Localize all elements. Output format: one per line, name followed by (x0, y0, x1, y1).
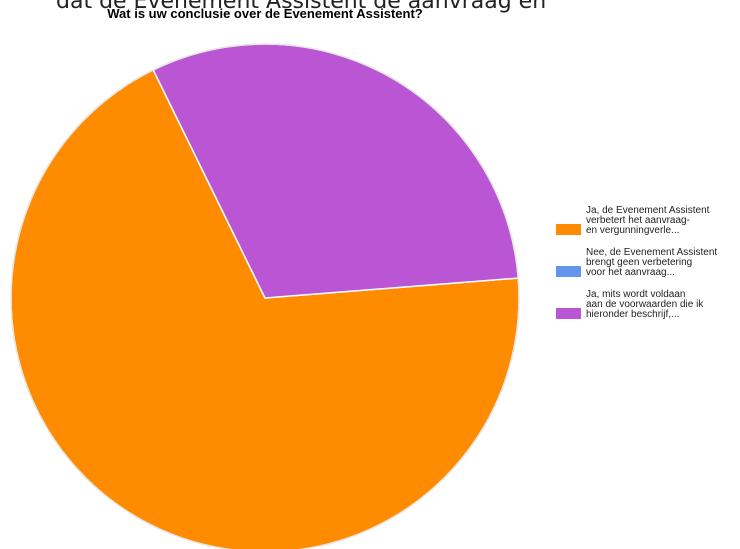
legend-item-ja-verbetert: Ja, de Evenement Assistent verbetert het… (556, 206, 740, 236)
partial-question-text: dat de Evenement Assistent de aanvraag e… (56, 0, 547, 14)
chart-title: Wat is uw conclusie over de Evenement As… (107, 6, 423, 21)
legend-item-nee: Nee, de Evenement Assistent brengt geen … (556, 248, 740, 278)
pie-outline (10, 43, 520, 549)
legend-swatch-blue (556, 266, 581, 277)
chart-legend: Ja, de Evenement Assistent verbetert het… (556, 206, 740, 332)
legend-item-ja-mits: Ja, mits wordt voldaan aan de voorwaarde… (556, 290, 740, 320)
legend-swatch-orange (556, 224, 581, 235)
legend-label: Ja, de Evenement Assistent verbetert het… (586, 205, 710, 236)
legend-swatch-purple (556, 308, 581, 319)
legend-label: Nee, de Evenement Assistent brengt geen … (586, 247, 718, 278)
legend-label: Ja, mits wordt voldaan aan de voorwaarde… (586, 289, 704, 320)
